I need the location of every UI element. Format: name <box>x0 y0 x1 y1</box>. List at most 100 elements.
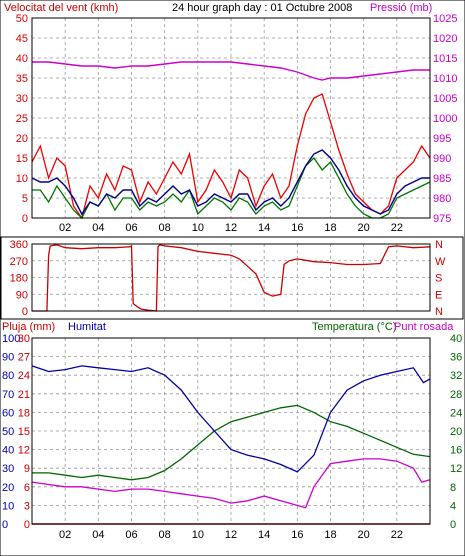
humidity-line <box>31 365 431 473</box>
x-tick-label: 22 <box>391 529 403 541</box>
pressure-tick-label: 985 <box>433 173 451 185</box>
pressure-tick-label: 980 <box>433 193 451 205</box>
wind-tick-label: 10 <box>16 173 28 185</box>
x-tick-label: 08 <box>159 529 171 541</box>
rain-tick-label: 18 <box>18 407 30 419</box>
direction-tick-label: 0 <box>22 306 28 318</box>
temperature-tick-label: 36 <box>450 352 462 364</box>
dewpoint-axis-label: Punt rosada <box>394 321 454 333</box>
pressure-tick-label: 1020 <box>433 33 457 45</box>
dewpoint-line <box>31 458 431 509</box>
x-tick-label: 18 <box>324 529 336 541</box>
x-tick-label: 10 <box>192 222 204 234</box>
wind-tick-label: 35 <box>16 73 28 85</box>
humidity-tick-label: 50 <box>2 426 14 438</box>
direction-box <box>0 236 464 320</box>
humidity-tick-label: 40 <box>2 445 14 457</box>
pressure-tick-label: 1000 <box>433 113 457 125</box>
rain-tick-label: 30 <box>18 333 30 345</box>
temperature-line <box>32 404 431 481</box>
rain-tick-label: 0 <box>24 519 30 531</box>
temperature-tick-label: 24 <box>450 407 462 419</box>
humidity-plot-frame <box>31 337 431 525</box>
temperature-tick-label: 8 <box>450 482 456 494</box>
wind-pressure-panel: 02 04 06 08 10 12 14 16 18 20 22051015202530354045… <box>16 13 458 234</box>
humidity-tick-label: 70 <box>2 389 14 401</box>
humidity-tick-label: 80 <box>2 370 14 382</box>
direction-tick-label: 270 <box>10 256 28 268</box>
wind-tick-label: 30 <box>16 93 28 105</box>
x-tick-label: 16 <box>291 222 303 234</box>
humidity-tick-label: 20 <box>2 482 14 494</box>
x-tick-label: 04 <box>92 222 104 234</box>
rain-tick-label: 21 <box>18 389 30 401</box>
wind-avg-line <box>31 149 430 216</box>
compass-tick-label: N <box>435 239 443 251</box>
x-tick-label: 16 <box>291 529 303 541</box>
pressure-tick-label: 1010 <box>433 73 457 85</box>
temperature-axis-label: Temperatura (°C) <box>312 321 396 333</box>
temperature-tick-label: 32 <box>450 370 462 382</box>
x-tick-label: 02 <box>59 529 71 541</box>
pressure-tick-label: 1005 <box>433 93 457 105</box>
rain-tick-label: 24 <box>18 370 30 382</box>
pressure-tick-label: 1025 <box>433 13 457 25</box>
humidity-tick-label: 10 <box>2 500 14 512</box>
x-tick-label: 20 <box>358 529 370 541</box>
rain-tick-label: 27 <box>18 352 30 364</box>
pressure-tick-label: 990 <box>433 153 451 165</box>
x-tick-label: 14 <box>258 529 270 541</box>
wind-tick-label: 20 <box>16 133 28 145</box>
rain-tick-label: 12 <box>18 445 30 457</box>
pressure-tick-label: 995 <box>433 133 451 145</box>
temperature-tick-label: 0 <box>450 519 456 531</box>
x-tick-label: 20 <box>358 222 370 234</box>
rain-tick-label: 15 <box>18 426 30 438</box>
humidity-tick-label: 100 <box>2 333 20 345</box>
pressure-tick-label: 975 <box>433 213 451 225</box>
temperature-tick-label: 28 <box>450 389 462 401</box>
rain-tick-label: 3 <box>24 500 30 512</box>
rain-tick-label: 6 <box>24 482 30 494</box>
humidity-tick-label: 60 <box>2 407 14 419</box>
humidity-tick-label: 30 <box>2 463 14 475</box>
pressure-axis-label: Pressió (mb) <box>370 2 432 14</box>
wind-axis-label: Velocitat del vent (kmh) <box>4 2 118 14</box>
rain-axis-label: Pluja (mm) <box>2 321 55 333</box>
x-tick-label: 18 <box>324 222 336 234</box>
temperature-tick-label: 20 <box>450 426 462 438</box>
compass-tick-label: W <box>435 256 446 268</box>
x-tick-label: 04 <box>92 529 104 541</box>
pressure-line <box>32 61 430 81</box>
rain-tick-label: 9 <box>24 463 30 475</box>
direction-tick-label: 180 <box>10 273 28 285</box>
chart-title: 24 hour graph day : 01 Octubre 2008 <box>172 2 352 14</box>
humidity-axis-label: Humitat <box>68 321 106 333</box>
wind-gust-line <box>31 93 431 220</box>
compass-tick-label: E <box>435 289 442 301</box>
pressure-tick-label: 1015 <box>433 53 457 65</box>
wind-tick-label: 0 <box>22 213 28 225</box>
compass-tick-label: S <box>435 273 442 285</box>
temperature-tick-label: 12 <box>450 463 462 475</box>
wind-direction-line <box>32 244 431 312</box>
wind-tick-label: 5 <box>22 193 28 205</box>
direction-plot-frame <box>31 243 431 312</box>
x-tick-label: 08 <box>159 222 171 234</box>
wind-tick-label: 50 <box>16 13 28 25</box>
temperature-tick-label: 4 <box>450 500 456 512</box>
wind-tick-label: 40 <box>16 53 28 65</box>
compass-tick-label: N <box>435 306 443 318</box>
x-tick-label: 06 <box>125 222 137 234</box>
humidity-tick-label: 0 <box>2 519 8 531</box>
wind-tick-label: 15 <box>16 153 28 165</box>
x-tick-label: 14 <box>258 222 270 234</box>
x-tick-label: 12 <box>225 222 237 234</box>
humidity-tick-label: 90 <box>2 352 14 364</box>
wind-plot-frame <box>31 17 431 219</box>
